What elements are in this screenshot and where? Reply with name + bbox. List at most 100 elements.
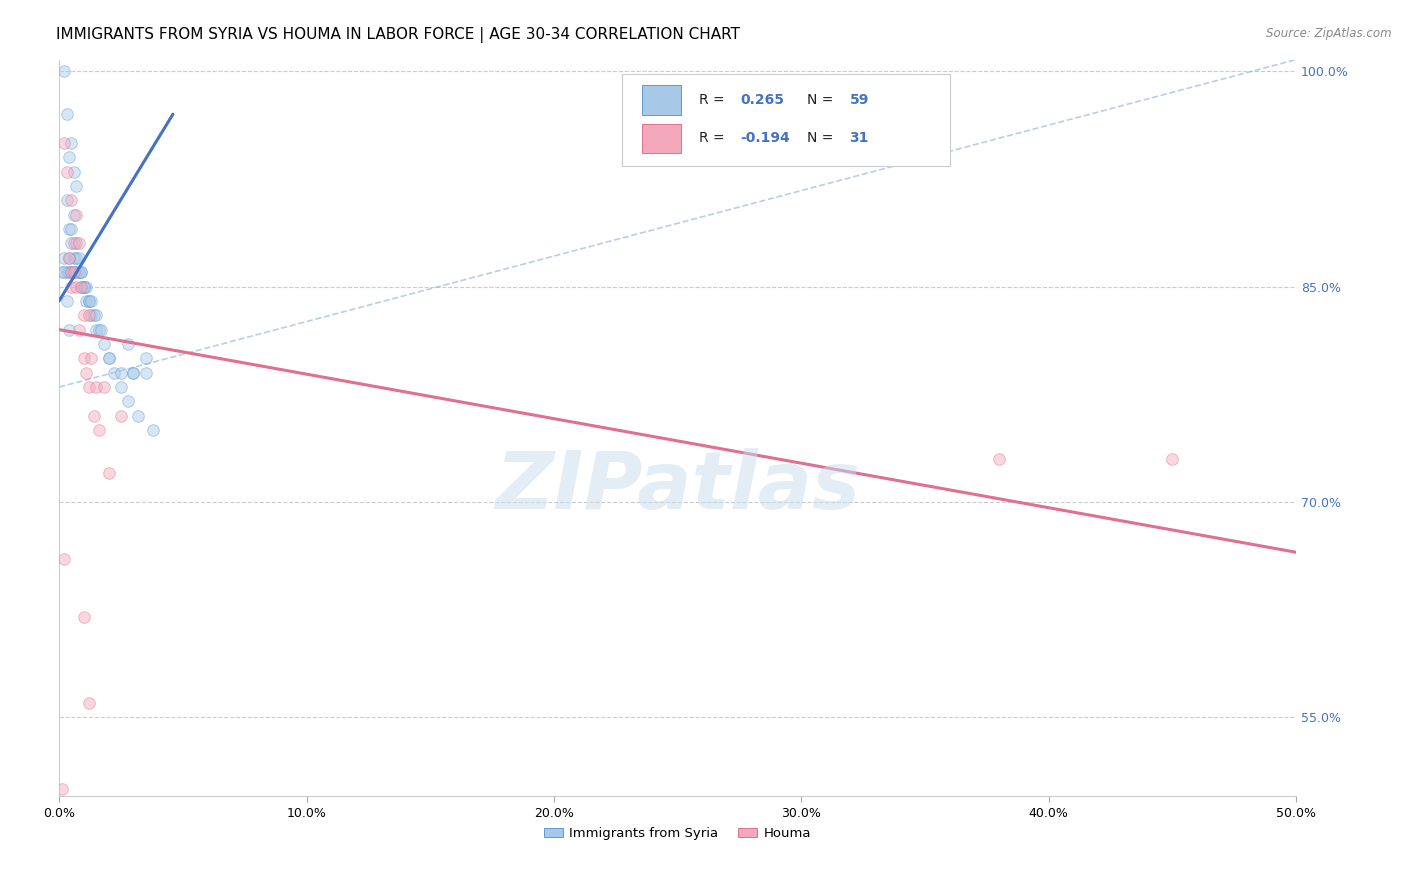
Point xyxy=(93,337,115,351)
Point xyxy=(1161,451,1184,466)
Point xyxy=(73,279,96,293)
Point xyxy=(58,251,80,265)
Point xyxy=(65,279,87,293)
Point xyxy=(70,279,93,293)
Point xyxy=(135,351,157,366)
Text: Source: ZipAtlas.com: Source: ZipAtlas.com xyxy=(1267,27,1392,40)
Point xyxy=(84,308,107,322)
Text: IMMIGRANTS FROM SYRIA VS HOUMA IN LABOR FORCE | AGE 30-34 CORRELATION CHART: IMMIGRANTS FROM SYRIA VS HOUMA IN LABOR … xyxy=(56,27,740,43)
Point xyxy=(58,222,80,236)
Point xyxy=(75,293,97,308)
Point xyxy=(60,265,83,279)
Point xyxy=(135,366,157,380)
Point xyxy=(55,107,77,121)
Point xyxy=(77,696,100,710)
Point xyxy=(60,236,83,251)
Text: 0.265: 0.265 xyxy=(741,93,785,107)
Point xyxy=(63,164,86,178)
Point xyxy=(60,136,83,150)
Point xyxy=(988,451,1011,466)
Point xyxy=(73,279,96,293)
Point xyxy=(58,265,80,279)
Point xyxy=(122,366,145,380)
Point xyxy=(80,351,103,366)
Point xyxy=(65,251,87,265)
Point xyxy=(58,323,80,337)
Point xyxy=(60,279,83,293)
Point xyxy=(87,423,110,437)
Legend: Immigrants from Syria, Houma: Immigrants from Syria, Houma xyxy=(538,822,815,845)
Text: 31: 31 xyxy=(849,131,869,145)
Point xyxy=(60,194,83,208)
Point xyxy=(127,409,149,423)
Point xyxy=(73,351,96,366)
Point xyxy=(65,179,87,194)
Point xyxy=(65,265,87,279)
Point xyxy=(110,366,132,380)
Text: 59: 59 xyxy=(849,93,869,107)
Point xyxy=(93,380,115,394)
Point xyxy=(67,251,90,265)
Point xyxy=(53,552,76,566)
Point xyxy=(80,293,103,308)
Point xyxy=(75,279,97,293)
Point xyxy=(77,293,100,308)
Point xyxy=(90,323,112,337)
Point xyxy=(103,366,125,380)
Point xyxy=(77,293,100,308)
Text: N =: N = xyxy=(807,93,838,107)
FancyBboxPatch shape xyxy=(621,74,949,167)
Point xyxy=(51,782,73,797)
Point xyxy=(75,366,97,380)
Point xyxy=(77,308,100,322)
Point xyxy=(58,150,80,164)
Point xyxy=(70,265,93,279)
Point xyxy=(63,265,86,279)
Point xyxy=(63,236,86,251)
Point xyxy=(53,251,76,265)
Point xyxy=(53,265,76,279)
Point xyxy=(110,380,132,394)
Point xyxy=(55,265,77,279)
Point xyxy=(83,409,105,423)
Point xyxy=(97,351,120,366)
Text: R =: R = xyxy=(699,93,728,107)
Point xyxy=(142,423,165,437)
Point xyxy=(60,265,83,279)
Point xyxy=(97,351,120,366)
Point xyxy=(60,222,83,236)
Point xyxy=(73,279,96,293)
Point xyxy=(63,265,86,279)
Point xyxy=(84,380,107,394)
FancyBboxPatch shape xyxy=(641,124,682,153)
Point xyxy=(67,236,90,251)
Point xyxy=(73,308,96,322)
Point xyxy=(87,323,110,337)
Point xyxy=(51,265,73,279)
Text: -0.194: -0.194 xyxy=(741,131,790,145)
Point xyxy=(65,208,87,222)
Text: ZIPatlas: ZIPatlas xyxy=(495,448,860,526)
Point xyxy=(58,251,80,265)
Point xyxy=(117,337,139,351)
Point xyxy=(55,293,77,308)
Point xyxy=(70,265,93,279)
Point xyxy=(63,208,86,222)
Point xyxy=(67,265,90,279)
Text: N =: N = xyxy=(807,131,838,145)
Point xyxy=(67,265,90,279)
Point xyxy=(80,308,103,322)
Point xyxy=(97,467,120,481)
Point xyxy=(63,251,86,265)
Point xyxy=(122,366,145,380)
Point xyxy=(84,323,107,337)
Point xyxy=(53,64,76,78)
Point xyxy=(70,279,93,293)
Point xyxy=(83,308,105,322)
Point xyxy=(53,136,76,150)
Point xyxy=(55,194,77,208)
Text: R =: R = xyxy=(699,131,728,145)
Point xyxy=(117,394,139,409)
Point xyxy=(110,409,132,423)
Point xyxy=(65,236,87,251)
